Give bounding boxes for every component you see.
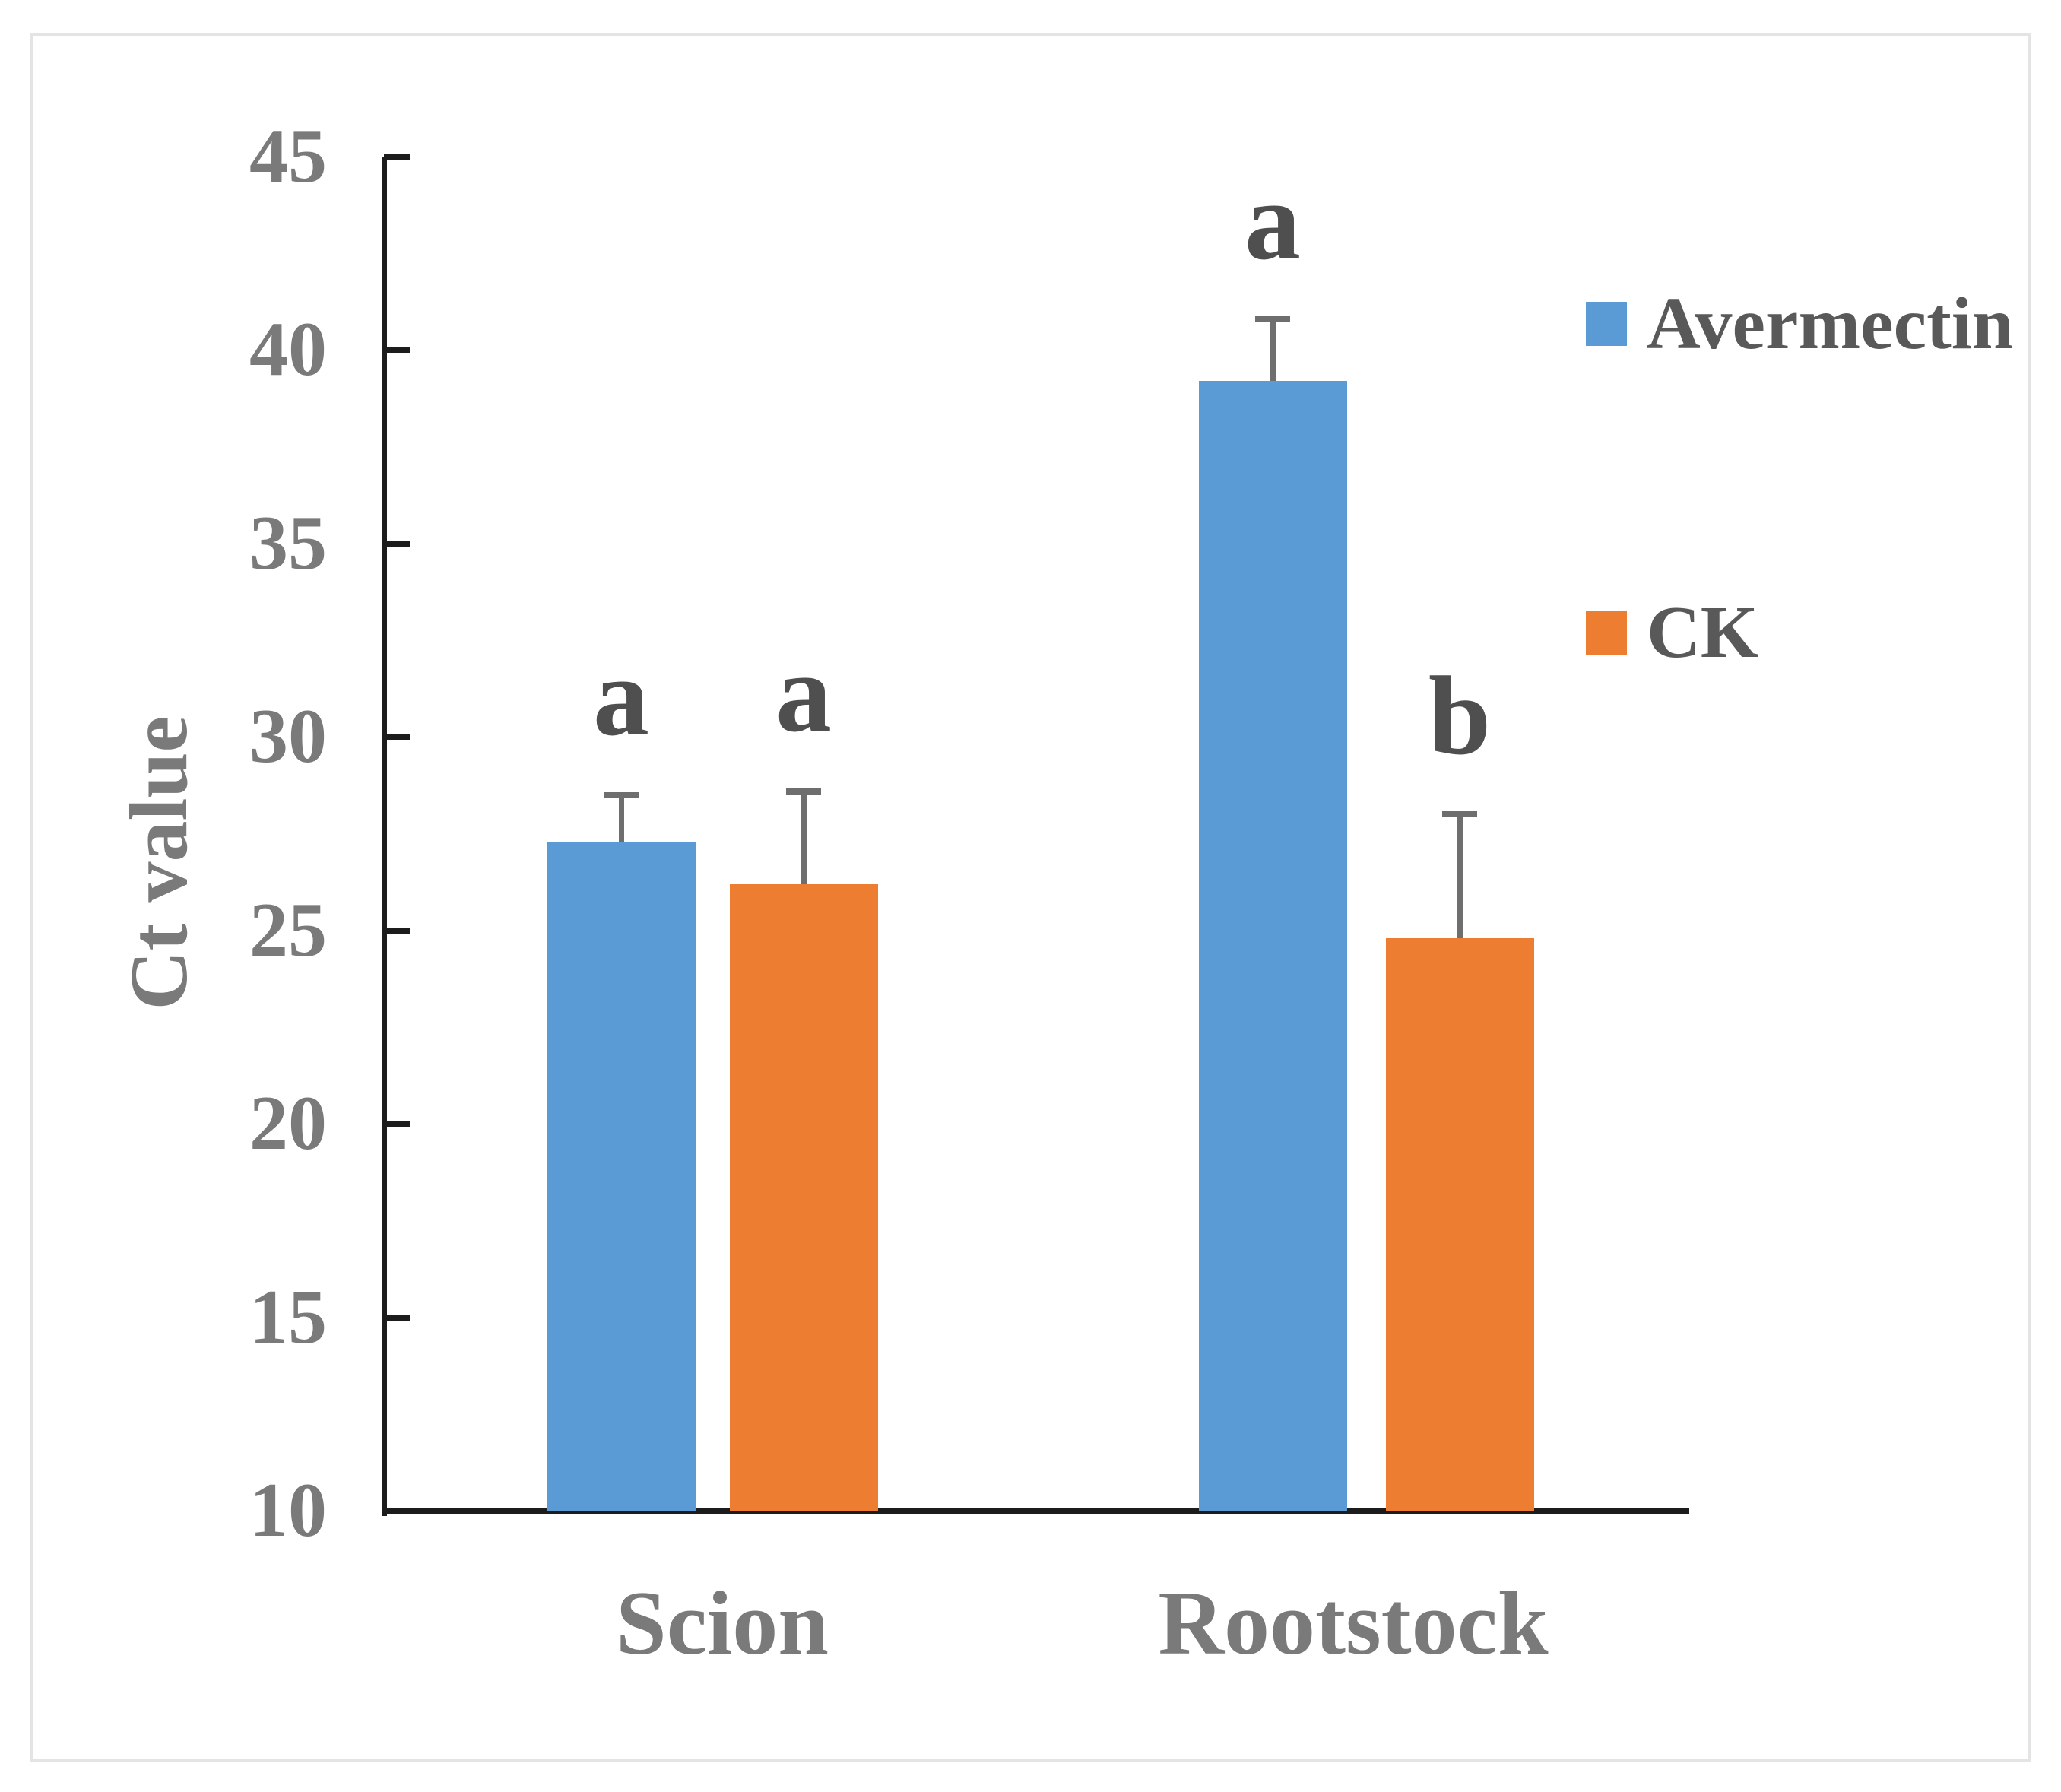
legend-label-ck: CK bbox=[1647, 592, 1758, 674]
significance-letter: b bbox=[1428, 654, 1492, 779]
error-bar-cap bbox=[604, 791, 639, 798]
y-tick-30 bbox=[384, 734, 410, 741]
error-bar-cap bbox=[786, 788, 821, 795]
category-label-rootstock: Rootstock bbox=[1158, 1572, 1549, 1673]
y-tick-label-25: 25 bbox=[249, 886, 327, 973]
y-tick-label-15: 15 bbox=[249, 1273, 327, 1360]
y-axis-line bbox=[382, 157, 387, 1516]
error-bar-line bbox=[1270, 319, 1276, 382]
significance-letter: a bbox=[775, 630, 832, 756]
bar-scion-ck bbox=[729, 883, 878, 1511]
legend-swatch-ck bbox=[1586, 611, 1627, 655]
y-tick-10 bbox=[384, 1508, 410, 1514]
y-tick-label-30: 30 bbox=[249, 693, 327, 780]
legend-swatch-avermectin bbox=[1586, 302, 1627, 346]
legend-item-avermectin: Avermectin bbox=[1586, 280, 2014, 368]
significance-letter: a bbox=[593, 634, 649, 760]
y-tick-label-40: 40 bbox=[249, 306, 327, 393]
y-tick-15 bbox=[384, 1315, 410, 1321]
y-tick-25 bbox=[384, 928, 410, 934]
x-axis-line bbox=[382, 1508, 1689, 1514]
error-bar-cap bbox=[1442, 811, 1477, 818]
bar-rootstock-avermectin bbox=[1198, 381, 1347, 1511]
figure-border bbox=[30, 33, 2031, 1762]
bar-scion-avermectin bbox=[547, 841, 696, 1511]
y-tick-label-35: 35 bbox=[249, 500, 327, 586]
y-tick-45 bbox=[384, 154, 410, 160]
y-axis-title: Ct value bbox=[114, 715, 205, 1010]
category-label-scion: Scion bbox=[615, 1572, 829, 1673]
error-bar-line bbox=[1457, 814, 1463, 938]
y-tick-20 bbox=[384, 1121, 410, 1128]
error-bar-cap bbox=[1255, 316, 1290, 322]
y-tick-40 bbox=[384, 347, 410, 354]
y-tick-label-20: 20 bbox=[249, 1080, 327, 1167]
bar-rootstock-ck bbox=[1385, 937, 1534, 1511]
significance-letter: a bbox=[1245, 158, 1301, 284]
y-tick-label-45: 45 bbox=[249, 113, 327, 199]
y-tick-label-10: 10 bbox=[249, 1467, 327, 1553]
error-bar-line bbox=[801, 791, 807, 884]
legend-label-avermectin: Avermectin bbox=[1647, 283, 2014, 365]
y-tick-35 bbox=[384, 541, 410, 547]
error-bar-line bbox=[619, 795, 624, 842]
legend-item-ck: CK bbox=[1586, 588, 1758, 677]
